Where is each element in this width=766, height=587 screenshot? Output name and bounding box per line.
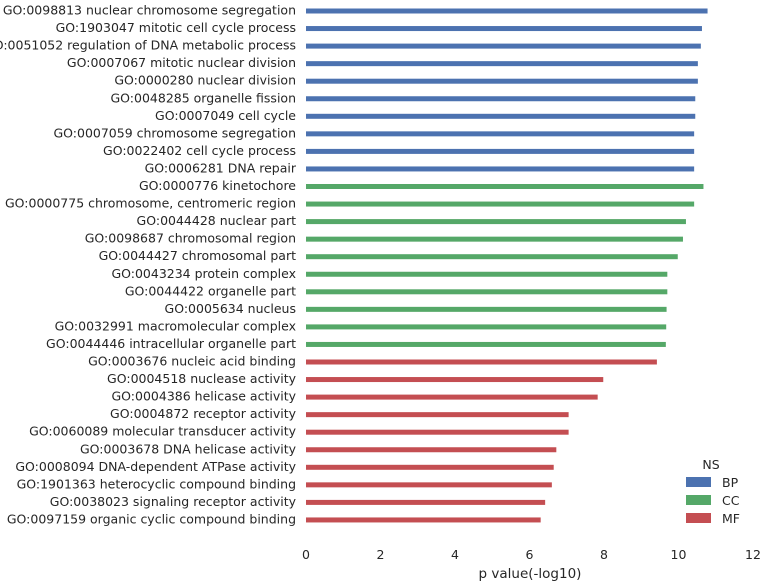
category-label: GO:0004518 nuclease activity <box>107 371 297 386</box>
bar <box>306 166 695 172</box>
bar <box>306 148 695 154</box>
category-label: GO:0006281 DNA repair <box>145 160 297 175</box>
category-label: GO:0000776 kinetochore <box>139 178 296 193</box>
x-tick-label: 10 <box>671 547 687 562</box>
bar <box>306 447 557 453</box>
bar <box>306 219 686 225</box>
bar <box>306 131 695 137</box>
bar <box>306 412 569 418</box>
x-tick-label: 2 <box>377 547 385 562</box>
bar <box>306 429 569 435</box>
bar <box>306 377 604 383</box>
bar <box>306 236 683 242</box>
legend-swatch-bp <box>686 477 711 487</box>
category-label: GO:0004872 receptor activity <box>110 406 297 421</box>
legend-label-cc: CC <box>722 493 740 508</box>
category-label: GO:0038023 signaling receptor activity <box>50 494 297 509</box>
bar <box>306 8 708 14</box>
bar <box>306 184 704 189</box>
category-label: GO:0000775 chromosome, centromeric regio… <box>5 196 296 211</box>
category-label: GO:0098813 nuclear chromosome segregatio… <box>3 3 296 18</box>
category-label: GO:0032991 macromolecular complex <box>55 318 296 333</box>
bar <box>306 359 657 365</box>
legend-label-mf: MF <box>722 511 740 526</box>
x-tick-label: 6 <box>526 547 534 562</box>
category-label: GO:0098687 chromosomal region <box>85 231 296 246</box>
category-label: GO:0000280 nuclear division <box>114 73 296 88</box>
bar <box>306 341 666 347</box>
category-label: GO:0044428 nuclear part <box>137 213 297 228</box>
category-label: GO:0043234 protein complex <box>111 266 296 281</box>
category-label: GO:0044427 chromosomal part <box>99 248 296 263</box>
x-tick-label: 8 <box>600 547 608 562</box>
bar <box>306 201 695 207</box>
bar <box>306 78 698 84</box>
legend-title: NS <box>702 457 719 472</box>
category-label: GO:0003676 nucleic acid binding <box>88 354 296 369</box>
category-label: GO:0060089 molecular transducer activity <box>29 424 297 439</box>
category-label: GO:0022402 cell cycle process <box>103 143 296 158</box>
category-label: GO:0048285 organelle fission <box>111 90 297 105</box>
bar <box>306 254 678 260</box>
category-label: GO:0007067 mitotic nuclear division <box>67 55 296 70</box>
legend-label-bp: BP <box>722 475 739 490</box>
category-label: GO:0007059 chromosome segregation <box>53 125 296 140</box>
bar <box>306 306 667 312</box>
category-label: GO:0004386 helicase activity <box>111 389 296 404</box>
x-axis-title: p value(-log10) <box>479 566 582 582</box>
legend: NS BP CC MF <box>686 457 740 526</box>
category-label: GO:0097159 organic cyclic compound bindi… <box>7 511 296 526</box>
category-label: GO:1901363 heterocyclic compound binding <box>17 476 296 491</box>
x-tick-label: 0 <box>302 547 310 562</box>
category-label: GO:0008094 DNA-dependent ATPase activity <box>15 459 296 474</box>
bars-layer <box>306 8 708 523</box>
category-label: GO:0005634 nucleus <box>165 301 296 316</box>
bar <box>306 271 668 277</box>
bar <box>306 289 668 295</box>
bar <box>306 482 552 488</box>
bar <box>306 43 701 49</box>
category-label: GO:0044422 organelle part <box>125 283 296 298</box>
bar <box>306 499 546 505</box>
bar <box>306 96 696 102</box>
category-labels: GO:0098813 nuclear chromosome segregatio… <box>0 3 297 527</box>
legend-swatch-cc <box>686 495 711 505</box>
x-tick-label: 12 <box>745 547 761 562</box>
bar <box>306 464 554 470</box>
bar <box>306 61 698 67</box>
x-axis-ticks: 0 2 4 6 8 10 12 <box>302 547 761 562</box>
legend-swatch-mf <box>686 513 711 523</box>
bar <box>306 517 541 523</box>
bar <box>306 113 696 119</box>
category-label: GO:0044446 intracellular organelle part <box>46 336 296 351</box>
category-label: GO:0007049 cell cycle <box>155 108 296 123</box>
bar <box>306 26 702 32</box>
bar <box>306 324 667 330</box>
category-label: GO:1903047 mitotic cell cycle process <box>56 20 296 35</box>
category-label: GO:0003678 DNA helicase activity <box>80 441 297 456</box>
category-label: GO:0051052 regulation of DNA metabolic p… <box>0 38 296 53</box>
bar <box>306 394 598 400</box>
x-tick-label: 4 <box>451 547 459 562</box>
